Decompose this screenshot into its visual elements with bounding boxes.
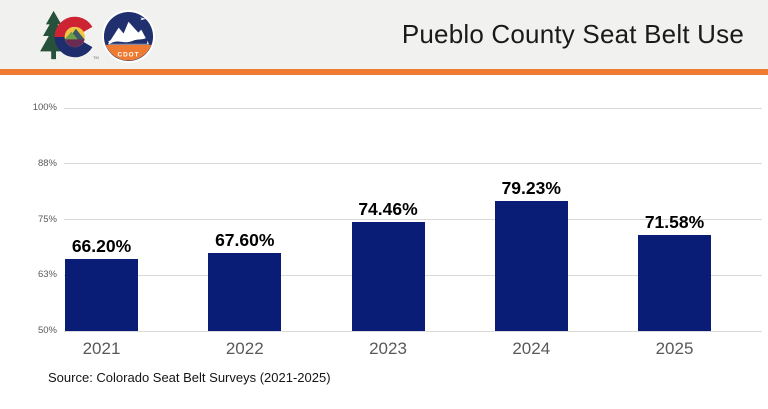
x-axis-category-label: 2022 [225, 339, 264, 358]
bar-data-label: 71.58% [644, 211, 705, 232]
bar-data-label: 79.23% [501, 177, 561, 198]
bar-data-label: 66.20% [71, 235, 132, 256]
logo-group: TM CDOT [40, 9, 156, 63]
cdot-orange-segment [105, 44, 152, 61]
y-axis-tick-label: 100% [32, 102, 57, 113]
x-axis-category-label: 2024 [512, 339, 551, 358]
bar-data-label: 67.60% [215, 229, 275, 250]
bar [638, 234, 711, 331]
colorado-c-icon [54, 16, 93, 58]
trademark-text: TM [93, 56, 99, 60]
colorado-state-logo: TM [40, 10, 99, 60]
gridline [64, 330, 762, 332]
accent-divider [0, 69, 768, 75]
gridline [64, 219, 762, 220]
bar-data-label: 74.46% [358, 198, 418, 219]
airplane-icon [140, 16, 147, 20]
y-axis-tick-label: 50% [37, 325, 57, 336]
x-axis-category-label: 2025 [655, 339, 694, 358]
bar [208, 252, 282, 331]
y-axis-tick-label: 88% [37, 157, 57, 169]
cdot-logo-text: CDOT [118, 51, 140, 58]
gridline [64, 163, 762, 165]
x-axis-category-label: 2021 [82, 339, 121, 358]
cdot-logo: CDOT [101, 9, 156, 63]
source-note: Source: Colorado Seat Belt Surveys (2021… [48, 370, 331, 385]
bar [65, 258, 138, 331]
y-axis-tick-label: 63% [37, 269, 57, 281]
bar [351, 221, 425, 331]
header-bar: TM CDOT Pueblo County Seat Belt Use [0, 0, 768, 69]
y-axis-tick-label: 75% [37, 213, 57, 225]
bar [494, 200, 568, 331]
x-axis-category-label: 2023 [369, 339, 407, 358]
gridline [64, 107, 762, 109]
page-title: Pueblo County Seat Belt Use [401, 19, 744, 49]
mountain-icon [107, 21, 150, 44]
bar-chart: Source: Colorado Seat Belt Surveys (2021… [0, 75, 768, 409]
